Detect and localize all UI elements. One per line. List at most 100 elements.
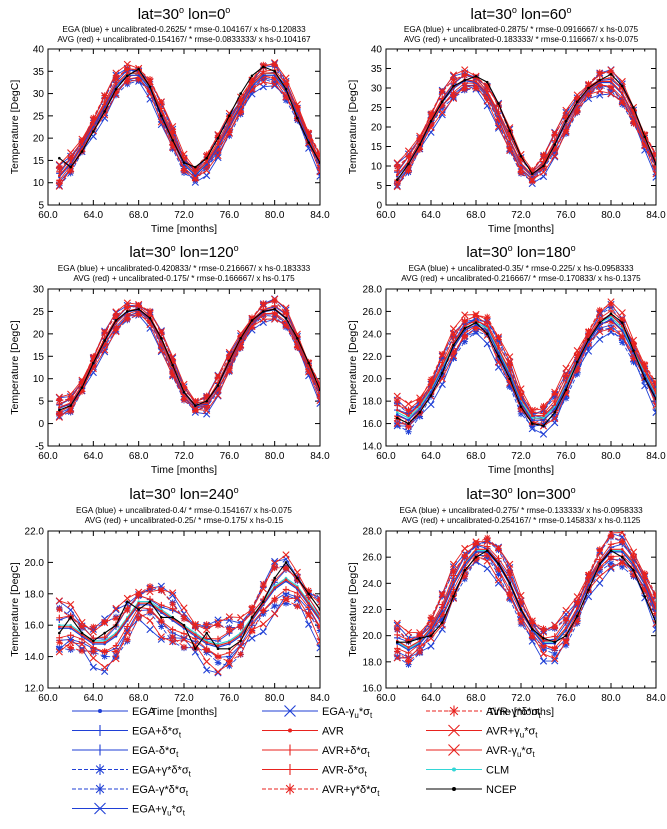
member-marker-avr bbox=[551, 633, 558, 640]
member-marker-avr bbox=[112, 655, 120, 663]
member-marker-avr bbox=[124, 315, 131, 323]
series-group bbox=[393, 531, 656, 668]
series-point-avr bbox=[307, 601, 310, 605]
legend-label: AVR+δ*σt bbox=[322, 745, 370, 759]
member-marker-avr bbox=[393, 159, 401, 167]
series-point-avr bbox=[474, 80, 478, 83]
member-marker-ega bbox=[169, 591, 177, 599]
member-marker-avr bbox=[449, 560, 458, 568]
member-marker-avr bbox=[316, 599, 320, 607]
member-marker-avr bbox=[461, 82, 469, 90]
x-axis-label: Time [months] bbox=[488, 706, 554, 718]
member-marker-ega bbox=[316, 624, 320, 631]
member-marker-avr bbox=[237, 97, 244, 105]
legend-item: AVR+δ*σt bbox=[262, 744, 370, 759]
legend-marker bbox=[94, 744, 106, 756]
member-marker-avr bbox=[90, 114, 97, 121]
member-marker-ega bbox=[112, 653, 120, 661]
member-marker-avr bbox=[585, 80, 592, 88]
legend-label-sub: t bbox=[367, 750, 370, 759]
legend-label-sub: t bbox=[535, 731, 538, 740]
x-tick-label: 64.0 bbox=[421, 210, 441, 221]
y-tick-label: 22.0 bbox=[25, 527, 45, 538]
series-point-ncep bbox=[80, 631, 84, 635]
series-point-ega bbox=[530, 418, 534, 422]
member-marker-avr bbox=[55, 597, 63, 605]
member-marker-avr bbox=[123, 629, 131, 637]
series-point-avr bbox=[564, 626, 568, 630]
series-point-ega bbox=[620, 329, 624, 332]
member-marker-avr bbox=[607, 563, 615, 571]
member-marker-avr bbox=[607, 532, 615, 540]
member-marker-avr bbox=[135, 76, 142, 83]
member-marker-avr bbox=[225, 348, 233, 357]
member-marker-avr bbox=[146, 317, 154, 325]
member-marker-avr bbox=[237, 623, 244, 631]
legend-label: EGA-γu*σt bbox=[322, 706, 373, 720]
x-tick-label: 64.0 bbox=[84, 693, 104, 704]
series-point-ncep bbox=[92, 361, 95, 365]
member-marker-ega bbox=[282, 600, 290, 607]
degree-symbol: o bbox=[171, 243, 176, 253]
member-marker-avr bbox=[135, 311, 142, 318]
series-point-ncep bbox=[273, 576, 276, 580]
member-marker-avr bbox=[630, 107, 637, 115]
member-marker-avr bbox=[416, 648, 423, 656]
member-marker-avr bbox=[305, 587, 312, 594]
series-point-avr bbox=[485, 91, 489, 95]
member-marker-avr bbox=[517, 156, 525, 163]
legend-label-main: EGA+γ*δ*σ bbox=[132, 765, 189, 777]
panel-subtitle-avg: AVG (red) + uncalibrated-0.216667/ * rms… bbox=[401, 274, 641, 283]
panel-subtitle-ega: EGA (blue) + uncalibrated-0.4/ * rmse-0.… bbox=[76, 506, 292, 515]
member-marker-avr bbox=[574, 96, 581, 103]
series-point-avr bbox=[239, 633, 242, 636]
member-marker-avr bbox=[259, 585, 267, 593]
member-marker-avr bbox=[596, 71, 604, 79]
member-marker-avr bbox=[405, 658, 412, 665]
y-tick-label: 25 bbox=[371, 103, 383, 114]
member-marker-avr bbox=[226, 625, 233, 633]
member-marker-avr bbox=[101, 92, 109, 100]
member-line-ega-4 bbox=[397, 556, 656, 666]
title-part: lon=60 bbox=[517, 6, 567, 23]
series-point-ncep bbox=[194, 165, 197, 169]
series-point-clm bbox=[609, 315, 613, 319]
series-point-avr bbox=[69, 625, 72, 629]
member-marker-avr bbox=[282, 80, 290, 87]
member-marker-avr bbox=[596, 306, 603, 314]
member-marker-avr bbox=[472, 538, 480, 546]
member-marker-ega bbox=[641, 377, 648, 384]
member-marker-avr bbox=[529, 633, 536, 641]
y-tick-label: 15 bbox=[33, 352, 45, 363]
series-point-ncep bbox=[440, 621, 444, 624]
member-marker-avr bbox=[607, 84, 615, 91]
member-marker-avr bbox=[78, 378, 86, 385]
member-marker-avr bbox=[574, 599, 581, 607]
legend-label-mid: *σ bbox=[172, 804, 183, 816]
x-tick-label: 84.0 bbox=[310, 210, 330, 221]
x-tick-label: 68.0 bbox=[466, 210, 486, 221]
series-point-ncep bbox=[553, 143, 557, 146]
series-point-ncep bbox=[632, 568, 635, 572]
series-point-avr bbox=[239, 102, 242, 106]
title-part: lon=120 bbox=[176, 244, 234, 261]
member-marker-avr bbox=[90, 124, 97, 132]
member-marker-avr bbox=[461, 544, 469, 553]
y-tick-label: 26.0 bbox=[363, 553, 383, 564]
series-point-ncep bbox=[114, 623, 118, 627]
legend-label: EGA+γ*δ*σt bbox=[132, 765, 192, 779]
series-point-ncep bbox=[485, 80, 489, 84]
member-marker-avr bbox=[484, 93, 491, 101]
member-marker-avr bbox=[158, 601, 165, 609]
member-marker-avr bbox=[214, 386, 222, 393]
member-marker-avr bbox=[124, 607, 131, 614]
panel-subtitle-ega: EGA (blue) + uncalibrated-0.275/ * rmse-… bbox=[399, 506, 643, 515]
member-marker-avr bbox=[416, 134, 423, 142]
member-marker-avr bbox=[596, 549, 604, 557]
series-point-avr bbox=[587, 580, 590, 584]
member-marker-avr bbox=[248, 627, 256, 635]
series-point-avr bbox=[69, 401, 72, 405]
member-line-avr-10 bbox=[396, 84, 656, 183]
member-marker-avr bbox=[562, 638, 570, 646]
